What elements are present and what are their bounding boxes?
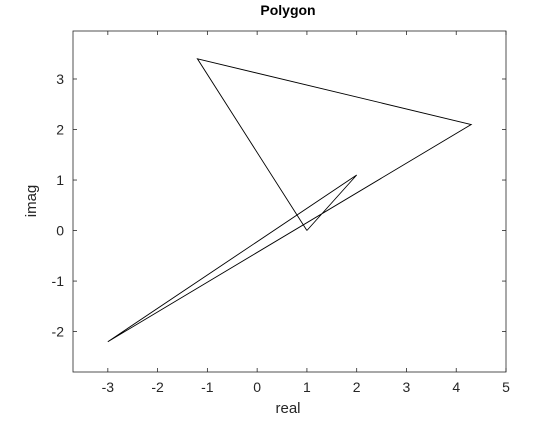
x-tick-label: 4 — [452, 379, 460, 395]
x-axis: -3 -2 -1 0 1 2 3 4 5 — [102, 31, 510, 395]
x-tick-label: -1 — [201, 379, 214, 395]
x-tick-label: 1 — [303, 379, 311, 395]
y-tick-label: -1 — [52, 273, 65, 289]
y-tick-label: 1 — [56, 172, 64, 188]
chart-title: Polygon — [260, 2, 315, 18]
x-axis-label: real — [275, 400, 300, 417]
x-tick-label: -3 — [102, 379, 115, 395]
x-tick-label: 3 — [403, 379, 411, 395]
series-layer — [107, 58, 473, 343]
y-axis-label: imag — [23, 185, 40, 218]
x-tick-label: 5 — [502, 379, 510, 395]
y-tick-label: 3 — [56, 71, 64, 87]
y-tick-label: 2 — [56, 122, 64, 138]
polygon-series-line — [107, 58, 473, 343]
y-tick-label: -2 — [52, 324, 65, 340]
y-axis: -2 -1 0 1 2 3 — [52, 71, 506, 340]
x-tick-label: -2 — [151, 379, 164, 395]
y-tick-label: 0 — [56, 223, 64, 239]
plot-area-frame — [72, 30, 507, 373]
x-tick-label: 2 — [353, 379, 361, 395]
x-tick-label: 0 — [253, 379, 261, 395]
